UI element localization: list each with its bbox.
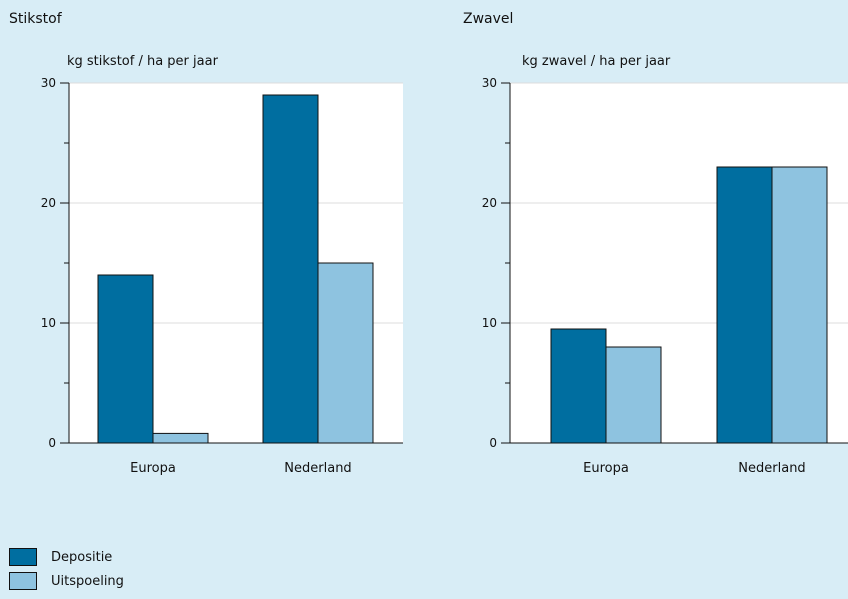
- x-tick-label: Europa: [130, 461, 176, 476]
- y-axis-label: kg stikstof / ha per jaar: [67, 54, 218, 69]
- bar-chart-zwavel: Europa Nederland 0 10 20 30: [482, 76, 848, 476]
- bar-uitspoeling-nederland: [317, 262, 374, 444]
- legend-swatch: [9, 572, 37, 590]
- x-tick-label: Europa: [583, 461, 629, 476]
- y-tick-label: 0: [48, 436, 56, 450]
- bar-depositie-nederland: [262, 94, 319, 444]
- y-tick-label: 30: [41, 76, 56, 90]
- legend-item-depositie: Depositie: [9, 546, 124, 568]
- y-tick-label: 10: [482, 316, 497, 330]
- legend-label: Depositie: [51, 549, 113, 565]
- chart-zwavel: Zwavel kg zwavel / ha per jaar Europa Ned…: [424, 0, 848, 500]
- chart-stikstof: Stikstof kg stikstof / ha per jaar Europ…: [0, 0, 424, 500]
- legend-swatch: [9, 548, 37, 566]
- y-tick-label: 20: [482, 196, 497, 210]
- x-tick-label: Nederland: [738, 461, 805, 476]
- y-tick-label: 20: [41, 196, 56, 210]
- bar-chart-stikstof: Europa Nederland 0 10 20 30: [41, 76, 403, 476]
- chart-title: Zwavel: [463, 11, 514, 27]
- y-tick-label: 0: [489, 436, 497, 450]
- y-tick-label: 10: [41, 316, 56, 330]
- legend-item-uitspoeling: Uitspoeling: [9, 570, 124, 592]
- legend: Depositie Uitspoeling: [9, 546, 124, 594]
- x-tick-label: Nederland: [284, 461, 351, 476]
- bar-depositie-nederland: [716, 166, 773, 444]
- legend-label: Uitspoeling: [51, 573, 124, 589]
- y-axis-label: kg zwavel / ha per jaar: [522, 54, 671, 69]
- bar-uitspoeling-nederland: [771, 166, 828, 444]
- bar-uitspoeling-europa: [152, 432, 209, 444]
- bar-uitspoeling-europa: [605, 346, 662, 444]
- chart-title: Stikstof: [9, 11, 62, 27]
- bar-depositie-europa: [97, 274, 154, 444]
- bar-depositie-europa: [550, 328, 607, 444]
- y-tick-label: 30: [482, 76, 497, 90]
